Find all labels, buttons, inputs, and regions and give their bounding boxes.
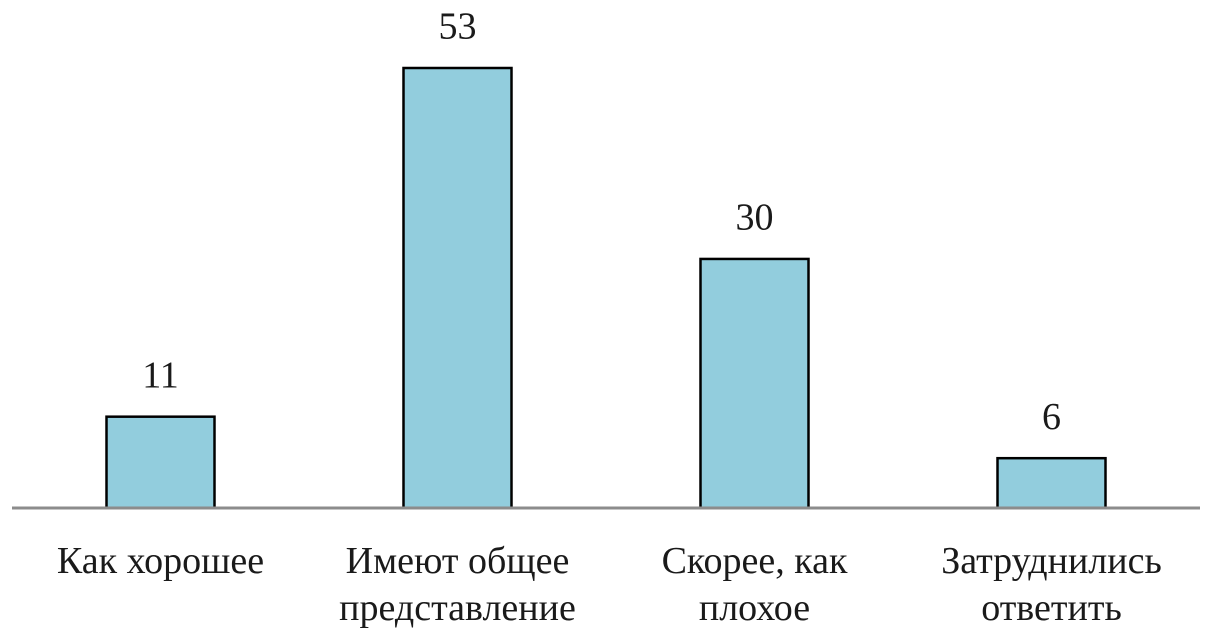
bar <box>402 66 513 510</box>
value-label: 53 <box>439 6 477 48</box>
value-label: 30 <box>736 197 774 239</box>
bar <box>105 415 216 510</box>
bar <box>699 257 810 510</box>
value-label: 6 <box>1042 396 1061 438</box>
value-label: 11 <box>142 354 179 396</box>
x-tick-label: Скорее, как плохое <box>661 540 848 629</box>
x-tick-label: Имеют общее представление <box>339 540 576 629</box>
bar <box>996 456 1107 510</box>
x-tick-label: Затруднились ответить <box>941 540 1162 629</box>
x-tick-label: Как хорошее <box>56 540 265 582</box>
